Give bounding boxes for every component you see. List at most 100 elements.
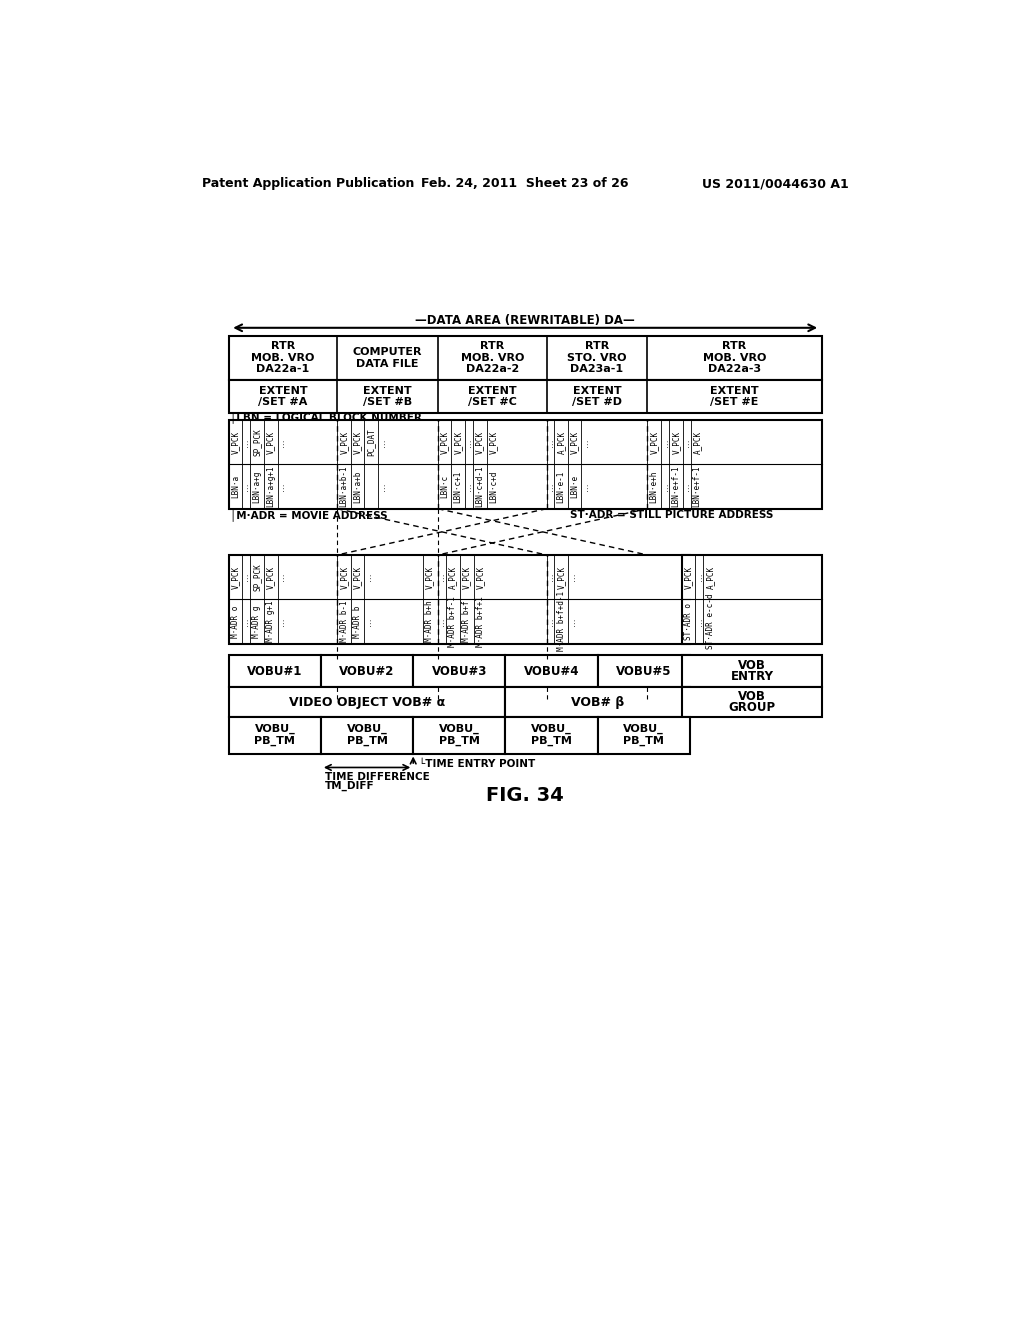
Text: VOBU_: VOBU_ xyxy=(255,723,295,734)
Text: GROUP: GROUP xyxy=(728,701,775,714)
Text: LBN·c+1: LBN·c+1 xyxy=(454,470,463,503)
Text: V_PCK: V_PCK xyxy=(454,430,463,454)
Text: VOBU_: VOBU_ xyxy=(439,723,479,734)
Text: ...: ... xyxy=(465,438,473,446)
Text: VOB# β: VOB# β xyxy=(571,696,625,709)
Bar xyxy=(228,380,821,412)
Text: V_PCK: V_PCK xyxy=(672,430,680,454)
Text: SP_PCK: SP_PCK xyxy=(252,429,261,457)
Text: V_PCK: V_PCK xyxy=(353,430,362,454)
Text: LBN·a+g+1: LBN·a+g+1 xyxy=(266,466,275,507)
Text: ...: ... xyxy=(437,573,446,581)
Text: V_PCK: V_PCK xyxy=(425,565,434,589)
Text: VIDEO OBJECT VOB# α: VIDEO OBJECT VOB# α xyxy=(289,696,445,709)
Text: LBN·a: LBN·a xyxy=(230,475,240,498)
Text: V_PCK: V_PCK xyxy=(266,430,275,454)
Text: ...: ... xyxy=(465,482,473,491)
Text: PB_TM: PB_TM xyxy=(254,737,295,746)
Bar xyxy=(414,717,506,754)
Bar xyxy=(682,688,821,717)
Text: EXTENT
/SET #D: EXTENT /SET #D xyxy=(571,385,622,407)
Text: SP_PCK: SP_PCK xyxy=(252,564,261,591)
Text: VOBU_: VOBU_ xyxy=(347,723,387,734)
Text: V_PCK: V_PCK xyxy=(353,565,362,589)
Text: ...: ... xyxy=(276,616,286,626)
Text: LBN·a+g: LBN·a+g xyxy=(252,470,261,503)
Text: V_PCK: V_PCK xyxy=(340,430,349,454)
Bar xyxy=(682,554,821,644)
Text: ...: ... xyxy=(581,438,590,446)
Text: ...: ... xyxy=(364,573,373,581)
Bar xyxy=(228,688,506,717)
Bar xyxy=(598,717,690,754)
Bar xyxy=(228,717,321,754)
Text: M·ADR g+1: M·ADR g+1 xyxy=(266,601,275,642)
Text: V_PCK: V_PCK xyxy=(440,430,450,454)
Text: EXTENT
/SET #B: EXTENT /SET #B xyxy=(364,385,413,407)
Text: V_PCK: V_PCK xyxy=(557,565,565,589)
Text: ENTRY: ENTRY xyxy=(730,671,773,684)
Text: ST·ADR e-c-d: ST·ADR e-c-d xyxy=(706,594,715,649)
Text: RTR
MOB. VRO
DA22a-1: RTR MOB. VRO DA22a-1 xyxy=(251,342,314,375)
Text: ...: ... xyxy=(546,616,555,626)
Text: ST·ADR = STILL PICTURE ADDRESS: ST·ADR = STILL PICTURE ADDRESS xyxy=(569,510,773,520)
Text: LBN·c+d: LBN·c+d xyxy=(488,470,498,503)
Text: VOB: VOB xyxy=(738,659,766,672)
Text: PB_TM: PB_TM xyxy=(531,737,572,746)
Text: VOBU#2: VOBU#2 xyxy=(339,665,395,677)
Text: V_PCK: V_PCK xyxy=(340,565,349,589)
Text: ...: ... xyxy=(242,482,250,491)
Text: ...: ... xyxy=(364,616,373,626)
Text: Patent Application Publication: Patent Application Publication xyxy=(202,177,414,190)
Text: M·ADR b+f+1: M·ADR b+f+1 xyxy=(476,595,485,647)
Bar xyxy=(321,655,414,688)
Text: TM_DIFF: TM_DIFF xyxy=(325,781,375,791)
Text: ...: ... xyxy=(546,438,555,446)
Text: ...: ... xyxy=(276,573,286,581)
Text: M·ADR g: M·ADR g xyxy=(252,605,261,638)
Text: ...: ... xyxy=(276,482,286,491)
Text: TIME DIFFERENCE: TIME DIFFERENCE xyxy=(325,772,430,781)
Bar xyxy=(414,655,506,688)
Bar xyxy=(682,655,821,688)
Text: ...: ... xyxy=(660,482,670,491)
Text: ...: ... xyxy=(242,616,250,626)
Text: VOBU#3: VOBU#3 xyxy=(432,665,487,677)
Text: M·ADR b-1: M·ADR b-1 xyxy=(340,601,349,642)
Text: VOBU_: VOBU_ xyxy=(624,723,665,734)
Text: ...: ... xyxy=(567,616,577,626)
Bar xyxy=(506,717,598,754)
Text: M·ADR b: M·ADR b xyxy=(353,605,362,638)
Text: US 2011/0044630 A1: US 2011/0044630 A1 xyxy=(702,177,849,190)
Text: LBN·e+f-1: LBN·e+f-1 xyxy=(693,466,701,507)
Text: V_PCK: V_PCK xyxy=(649,430,658,454)
Text: VOBU_: VOBU_ xyxy=(531,723,572,734)
Text: ...: ... xyxy=(581,482,590,491)
Text: COMPUTER
DATA FILE: COMPUTER DATA FILE xyxy=(353,347,422,368)
Text: PB_TM: PB_TM xyxy=(624,737,665,746)
Text: PB_TM: PB_TM xyxy=(439,737,480,746)
Text: EXTENT
/SET #A: EXTENT /SET #A xyxy=(258,385,307,407)
Text: A_PCK: A_PCK xyxy=(706,565,715,589)
Text: M·ADR b+f-1: M·ADR b+f-1 xyxy=(449,595,458,647)
Text: V_PCK: V_PCK xyxy=(462,565,471,589)
Text: V_PCK: V_PCK xyxy=(266,565,275,589)
Text: ...: ... xyxy=(378,482,387,491)
Text: RTR
STO. VRO
DA23a-1: RTR STO. VRO DA23a-1 xyxy=(567,342,627,375)
Text: LBN·a+b: LBN·a+b xyxy=(353,470,362,503)
Text: RTR
MOB. VRO
DA22a-3: RTR MOB. VRO DA22a-3 xyxy=(702,342,766,375)
Text: RTR
MOB. VRO
DA22a-2: RTR MOB. VRO DA22a-2 xyxy=(461,342,524,375)
Text: ...: ... xyxy=(694,616,703,626)
Text: V_PCK: V_PCK xyxy=(476,565,485,589)
Text: FIG. 34: FIG. 34 xyxy=(486,787,563,805)
Text: V_PCK: V_PCK xyxy=(488,430,498,454)
Text: ...: ... xyxy=(378,438,387,446)
Text: Feb. 24, 2011  Sheet 23 of 26: Feb. 24, 2011 Sheet 23 of 26 xyxy=(421,177,629,190)
Text: EXTENT
/SET #E: EXTENT /SET #E xyxy=(710,385,759,407)
Text: ST·ADR o: ST·ADR o xyxy=(684,603,693,640)
Text: LBN·e-1: LBN·e-1 xyxy=(557,470,565,503)
Text: V_PCK: V_PCK xyxy=(570,430,580,454)
Text: LBN·c: LBN·c xyxy=(440,475,450,498)
Bar xyxy=(228,420,821,508)
Text: M·ADR b+f+d-1: M·ADR b+f+d-1 xyxy=(557,591,565,652)
